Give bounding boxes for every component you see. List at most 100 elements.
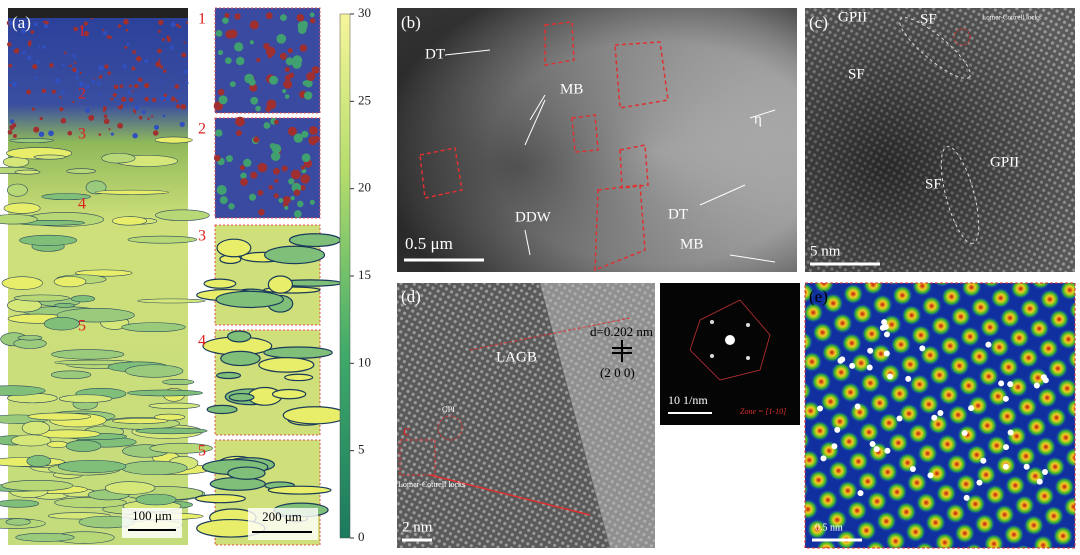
- grain: [62, 63, 65, 67]
- grain: [14, 169, 41, 175]
- grain: [1, 480, 73, 492]
- grain: [234, 42, 244, 52]
- grain: [297, 21, 308, 31]
- grain: [113, 84, 119, 90]
- grain: [121, 460, 188, 476]
- grain: [117, 103, 121, 106]
- grain: [110, 132, 114, 136]
- insets: 1 2 3 4 5 200 μm: [194, 7, 348, 546]
- grain: [153, 124, 160, 130]
- grain: [157, 48, 162, 54]
- region-label: 5: [78, 318, 86, 335]
- grain: [55, 78, 61, 84]
- atom: [1002, 463, 1009, 470]
- tick-label: 15: [358, 267, 371, 282]
- grain: [163, 69, 167, 73]
- grain: [132, 50, 137, 54]
- grain: [274, 178, 279, 183]
- grain: [154, 413, 186, 421]
- grain: [287, 126, 297, 136]
- grain: [102, 109, 106, 113]
- inset-label: 2: [198, 121, 206, 138]
- panel-e: (e) 0.5 nm: [804, 282, 1076, 549]
- grain: [163, 93, 168, 98]
- grain: [83, 30, 90, 37]
- grain: [36, 60, 40, 64]
- grain: [138, 115, 143, 120]
- grain: [50, 370, 92, 380]
- atom: [854, 403, 861, 410]
- grain: [309, 18, 316, 24]
- grain: [167, 37, 171, 42]
- grain: [158, 19, 164, 26]
- grain: [313, 135, 320, 143]
- grain: [126, 43, 130, 47]
- atom: [882, 323, 889, 330]
- atom: [927, 472, 934, 479]
- annotation: Lomer-Cottrell locks: [982, 14, 1041, 22]
- grain: [44, 20, 49, 25]
- grain: [96, 81, 101, 86]
- grain: [7, 129, 13, 135]
- grain: [72, 54, 77, 58]
- atom: [849, 362, 856, 369]
- grain: [136, 56, 142, 62]
- grain: [293, 189, 301, 196]
- grain: [301, 130, 309, 138]
- grain: [38, 131, 45, 138]
- atom: [937, 410, 944, 417]
- grain: [108, 128, 111, 131]
- grain: [131, 66, 136, 71]
- grain: [106, 35, 111, 39]
- grain: [225, 155, 233, 163]
- grain: [290, 169, 301, 180]
- grain: [7, 183, 28, 197]
- region-label: 4: [78, 196, 86, 213]
- grain: [5, 518, 31, 526]
- grain: [144, 96, 149, 102]
- grain: [209, 476, 266, 491]
- panel-label: (e): [809, 287, 828, 306]
- grain: [225, 29, 235, 39]
- grain: [178, 53, 181, 56]
- scale-bar-label: 0.5 nm: [815, 522, 843, 533]
- grain: [21, 420, 50, 435]
- region-label: 1: [78, 23, 86, 40]
- grain: [224, 57, 232, 64]
- atom: [931, 414, 938, 421]
- grain: [276, 33, 287, 44]
- annotation: SF: [925, 176, 942, 192]
- atom: [1033, 382, 1040, 389]
- grain: [240, 172, 247, 180]
- atom: [837, 357, 844, 364]
- annotation: GPII: [838, 9, 867, 25]
- grain: [273, 167, 280, 175]
- grain: [103, 114, 108, 119]
- grain: [216, 238, 252, 258]
- atom: [887, 373, 894, 380]
- grain: [185, 21, 189, 24]
- scale-bar-label: 2 nm: [402, 519, 433, 535]
- grain: [60, 117, 67, 124]
- grain: [107, 71, 112, 75]
- grain: [79, 71, 82, 75]
- grain: [104, 64, 109, 69]
- grain: [268, 185, 274, 190]
- grain: [144, 82, 150, 89]
- grain: [206, 404, 238, 415]
- grain: [9, 138, 54, 143]
- tick-label: 20: [358, 180, 371, 195]
- inset-label: 3: [198, 228, 206, 245]
- grain: [85, 180, 107, 195]
- grain: [66, 168, 97, 174]
- tick-label: 25: [358, 92, 371, 107]
- atom: [980, 457, 987, 464]
- grain: [170, 96, 176, 102]
- grain: [309, 199, 315, 205]
- atom: [968, 405, 975, 412]
- grain: [271, 144, 282, 154]
- grain: [34, 76, 38, 80]
- atom: [834, 426, 841, 433]
- grain: [27, 412, 92, 421]
